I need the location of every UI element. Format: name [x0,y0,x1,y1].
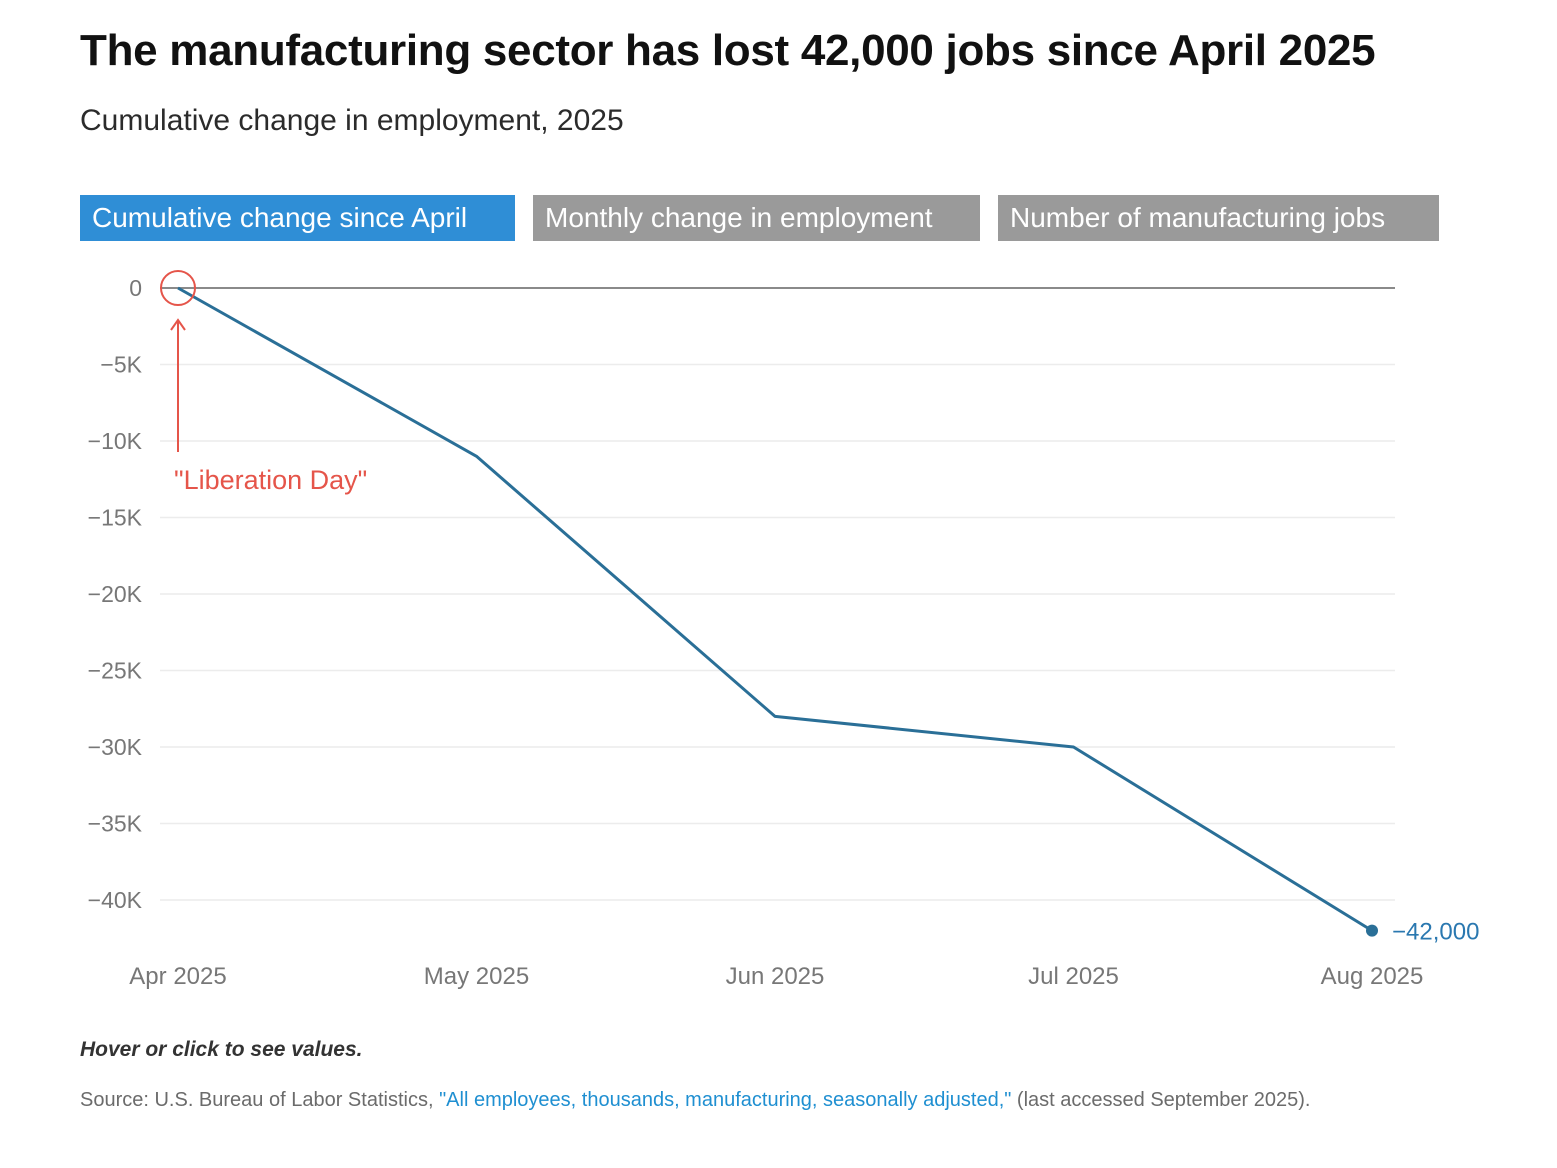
hover-hint: Hover or click to see values. [80,1038,363,1061]
y-tick-label: −40K [88,887,143,913]
annotation-circle [160,270,196,306]
source-suffix: (last accessed September 2025). [1011,1089,1311,1111]
x-tick-label: May 2025 [424,963,529,990]
y-tick-label: 0 [129,275,142,301]
y-tick-label: −15K [88,505,143,531]
source-note: Source: U.S. Bureau of Labor Statistics,… [80,1084,1480,1117]
annotation-label: "Liberation Day" [174,465,367,495]
y-tick-label: −5K [100,352,142,378]
x-tick-label: Jun 2025 [726,963,825,990]
chart-subtitle: Cumulative change in employment, 2025 [80,104,624,137]
end-value-label: −42,000 [1392,919,1479,946]
tab-number-of-jobs[interactable]: Number of manufacturing jobs [998,195,1439,241]
y-tick-label: −30K [88,734,143,760]
tab-cumulative-change[interactable]: Cumulative change since April [80,195,515,241]
x-tick-label: Apr 2025 [129,963,226,990]
annotation-arrow-head [170,318,186,331]
series-line [177,286,1373,932]
source-link[interactable]: "All employees, thousands, manufacturing… [439,1089,1012,1111]
line-chart[interactable]: 0 −5K −10K −15K −20K −25K −30K −35K −40K Apr 2025… [0,0,1557,1010]
y-tick-label: −35K [88,811,143,837]
y-tick-label: −20K [88,581,143,607]
y-tick-label: −25K [88,658,143,684]
tab-monthly-change[interactable]: Monthly change in employment [533,195,980,241]
chart-title: The manufacturing sector has lost 42,000… [80,26,1376,75]
y-tick-label: −10K [88,428,143,454]
end-point [1366,924,1378,937]
x-tick-label: Jul 2025 [1028,963,1119,990]
source-prefix: Source: U.S. Bureau of Labor Statistics, [80,1089,440,1111]
x-tick-label: Aug 2025 [1321,963,1424,990]
